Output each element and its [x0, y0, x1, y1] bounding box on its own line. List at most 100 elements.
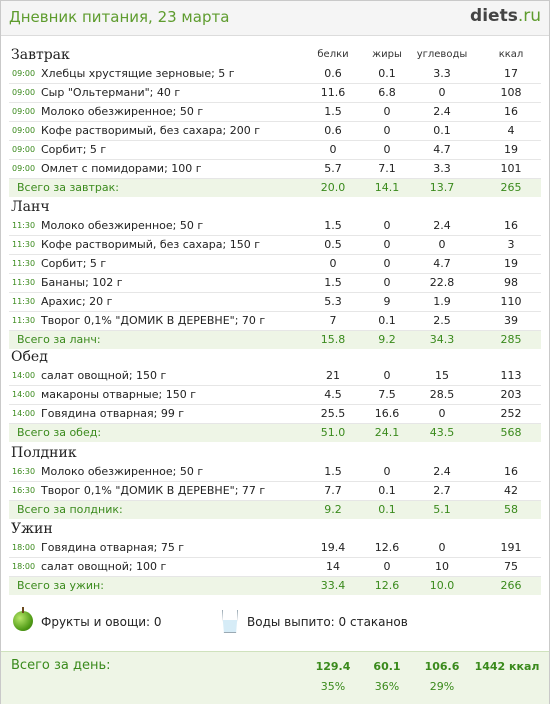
meal-section: Ужин 18:00 Говядина отварная; 75 г 19.4 12.6… — [1, 519, 549, 595]
food-row[interactable]: 16:30 Творог 0,1% "ДОМИК В ДЕРЕВНЕ"; 77 г… — [9, 482, 541, 501]
food-time: 11:30 — [12, 297, 36, 306]
day-kcal: 1442 ккал — [474, 660, 540, 673]
food-row[interactable]: 11:30 Бананы; 102 г 1.5 0 22.8 98 — [9, 274, 541, 293]
col-kcal: ккал — [498, 49, 524, 60]
col-fat: жиры — [372, 49, 402, 60]
food-row[interactable]: 14:00 макароны отварные; 150 г 4.5 7.5 28.5 2… — [9, 386, 541, 405]
food-fat: 16.6 — [374, 407, 400, 420]
food-name[interactable]: Говядина отварная; 75 г — [41, 541, 185, 554]
food-name[interactable]: Кофе растворимый, без сахара; 150 г — [41, 238, 260, 251]
food-row[interactable]: 11:30 Творог 0,1% "ДОМИК В ДЕРЕВНЕ"; 70 г… — [9, 312, 541, 331]
day-total: Всего за день: 129.4 60.1 106.6 1442 кка… — [1, 651, 549, 704]
food-row[interactable]: 16:30 Молоко обезжиренное; 50 г 1.5 0 2.4 16 — [9, 463, 541, 482]
meal-header: Полдник — [1, 443, 549, 463]
total-kcal: 266 — [500, 579, 522, 592]
total-protein: 33.4 — [320, 579, 346, 592]
day-fat: 60.1 — [373, 660, 401, 673]
food-row[interactable]: 09:00 Омлет с помидорами; 100 г 5.7 7.1 3.3 1… — [9, 160, 541, 179]
col-protein: белки — [317, 49, 349, 60]
food-name[interactable]: макароны отварные; 150 г — [41, 388, 196, 401]
food-protein: 1.5 — [324, 276, 342, 289]
food-name[interactable]: салат овощной; 150 г — [41, 369, 167, 382]
food-name[interactable]: Сорбит; 5 г — [41, 143, 107, 156]
total-protein: 51.0 — [320, 426, 346, 439]
meal-total-label: Всего за завтрак: — [17, 181, 120, 194]
food-protein: 7.7 — [324, 484, 342, 497]
total-carbs: 34.3 — [429, 333, 455, 346]
food-row[interactable]: 18:00 Говядина отварная; 75 г 19.4 12.6 0 191 — [9, 539, 541, 558]
food-fat: 12.6 — [374, 541, 400, 554]
food-time: 18:00 — [12, 543, 36, 552]
food-time: 14:00 — [12, 390, 36, 399]
food-name[interactable]: Молоко обезжиренное; 50 г — [41, 465, 204, 478]
meal-name: Обед — [11, 349, 48, 365]
meal-total-row: Всего за ланч: 15.8 9.2 34.3 285 — [9, 331, 541, 349]
meal-section: Ланч 11:30 Молоко обезжиренное; 50 г 1.5 0 2.… — [1, 197, 549, 349]
food-row[interactable]: 18:00 салат овощной; 100 г 14 0 10 75 — [9, 558, 541, 577]
total-carbs: 13.7 — [429, 181, 455, 194]
food-carbs: 2.4 — [433, 465, 451, 478]
food-time: 16:30 — [12, 486, 36, 495]
food-row[interactable]: 09:00 Хлебцы хрустящие зерновые; 5 г 0.6 0.… — [9, 65, 541, 84]
food-name[interactable]: Сыр "Ольтермани"; 40 г — [41, 86, 181, 99]
food-row[interactable]: 11:30 Молоко обезжиренное; 50 г 1.5 0 2.4 16 — [9, 217, 541, 236]
food-carbs: 2.4 — [433, 219, 451, 232]
food-name[interactable]: Молоко обезжиренное; 50 г — [41, 219, 204, 232]
food-protein: 7 — [329, 314, 337, 327]
food-name[interactable]: Арахис; 20 г — [41, 295, 113, 308]
food-name[interactable]: Хлебцы хрустящие зерновые; 5 г — [41, 67, 235, 80]
food-kcal: 108 — [500, 86, 522, 99]
food-fat: 0 — [383, 560, 391, 573]
food-fat: 0 — [383, 276, 391, 289]
food-name[interactable]: Говядина отварная; 99 г — [41, 407, 185, 420]
food-row[interactable]: 11:30 Сорбит; 5 г 0 0 4.7 19 — [9, 255, 541, 274]
food-kcal: 252 — [500, 407, 522, 420]
food-carbs: 3.3 — [433, 162, 451, 175]
food-row[interactable]: 09:00 Сыр "Ольтермани"; 40 г 11.6 6.8 0 108 — [9, 84, 541, 103]
food-kcal: 98 — [504, 276, 518, 289]
food-row[interactable]: 14:00 Говядина отварная; 99 г 25.5 16.6 0 252 — [9, 405, 541, 424]
food-name[interactable]: Омлет с помидорами; 100 г — [41, 162, 202, 175]
food-carbs: 22.8 — [429, 276, 455, 289]
food-row[interactable]: 09:00 Сорбит; 5 г 0 0 4.7 19 — [9, 141, 541, 160]
food-kcal: 17 — [504, 67, 518, 80]
food-name[interactable]: Бананы; 102 г — [41, 276, 123, 289]
food-row[interactable]: 09:00 Кофе растворимый, без сахара; 200 г… — [9, 122, 541, 141]
food-name[interactable]: салат овощной; 100 г — [41, 560, 167, 573]
total-protein: 15.8 — [320, 333, 346, 346]
food-row[interactable]: 09:00 Молоко обезжиренное; 50 г 1.5 0 2.4 16 — [9, 103, 541, 122]
food-protein: 0.6 — [324, 124, 342, 137]
food-row[interactable]: 11:30 Кофе растворимый, без сахара; 150 г… — [9, 236, 541, 255]
total-kcal: 265 — [500, 181, 522, 194]
food-carbs: 15 — [435, 369, 449, 382]
col-carbs: углеводы — [416, 49, 468, 60]
food-row[interactable]: 11:30 Арахис; 20 г 5.3 9 1.9 110 — [9, 293, 541, 312]
food-carbs: 0 — [438, 541, 446, 554]
food-protein: 1.5 — [324, 105, 342, 118]
day-total-label: Всего за день: — [11, 658, 111, 673]
food-carbs: 10 — [435, 560, 449, 573]
food-name[interactable]: Творог 0,1% "ДОМИК В ДЕРЕВНЕ"; 70 г — [41, 314, 266, 327]
day-protein: 129.4 — [315, 660, 351, 673]
food-name[interactable]: Молоко обезжиренное; 50 г — [41, 105, 204, 118]
food-time: 09:00 — [12, 145, 36, 154]
logo-main: diets — [470, 6, 518, 26]
food-row[interactable]: 14:00 салат овощной; 150 г 21 0 15 113 — [9, 367, 541, 386]
food-carbs: 0.1 — [433, 124, 451, 137]
total-kcal: 568 — [500, 426, 522, 439]
food-fat: 6.8 — [378, 86, 396, 99]
food-time: 11:30 — [12, 259, 36, 268]
food-name[interactable]: Творог 0,1% "ДОМИК В ДЕРЕВНЕ"; 77 г — [41, 484, 266, 497]
food-time: 09:00 — [12, 88, 36, 97]
food-name[interactable]: Кофе растворимый, без сахара; 200 г — [41, 124, 260, 137]
food-time: 11:30 — [12, 316, 36, 325]
site-logo[interactable]: diets.ru — [470, 6, 541, 26]
food-fat: 9 — [383, 295, 391, 308]
food-name[interactable]: Сорбит; 5 г — [41, 257, 107, 270]
food-kcal: 3 — [507, 238, 515, 251]
food-protein: 21 — [326, 369, 340, 382]
food-carbs: 0 — [438, 238, 446, 251]
total-fat: 9.2 — [378, 333, 396, 346]
meal-total-label: Всего за ланч: — [17, 333, 101, 346]
food-fat: 7.5 — [378, 388, 396, 401]
